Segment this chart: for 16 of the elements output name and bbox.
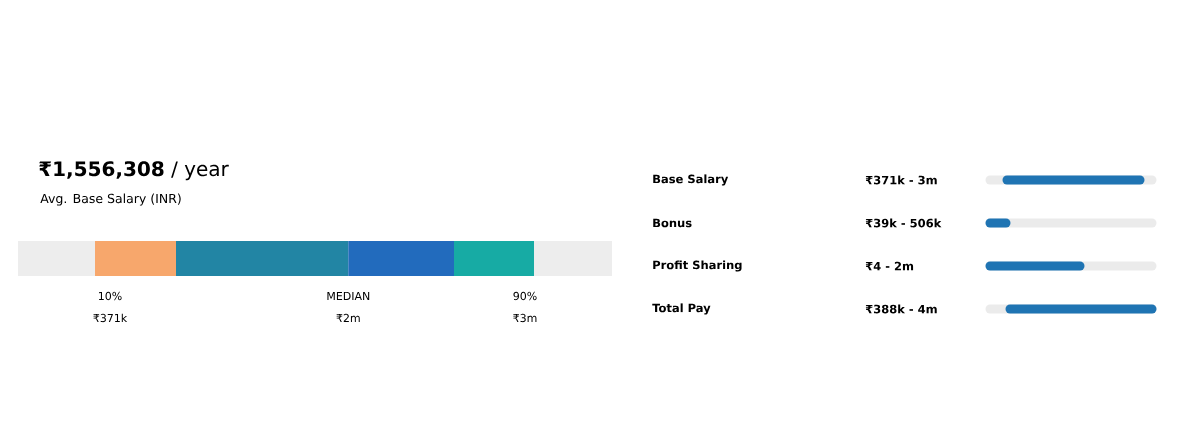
- category-label: Profit Sharing: [653, 260, 742, 272]
- text: ₹1,556,308 / year: [39, 161, 229, 181]
- category-label: 10%: [98, 291, 122, 301]
- text: ₹388k - 4m: [865, 304, 937, 314]
- text: Avg. Base Salary (INR): [40, 193, 181, 206]
- category-label: MEDIAN: [327, 291, 370, 300]
- data-label: ₹3m: [513, 313, 537, 323]
- category-label: Total Pay: [652, 303, 711, 315]
- text: ₹39k - 506k: [865, 218, 942, 228]
- category-label: Base Salary: [653, 174, 729, 186]
- text: ₹4 - 2m: [865, 261, 914, 271]
- category-label: 90%: [513, 291, 537, 301]
- category-label: Bonus: [653, 218, 692, 228]
- data-label: ₹371k: [93, 313, 128, 323]
- data-label: ₹2m: [336, 313, 360, 322]
- text: ₹371k - 3m: [865, 175, 937, 185]
